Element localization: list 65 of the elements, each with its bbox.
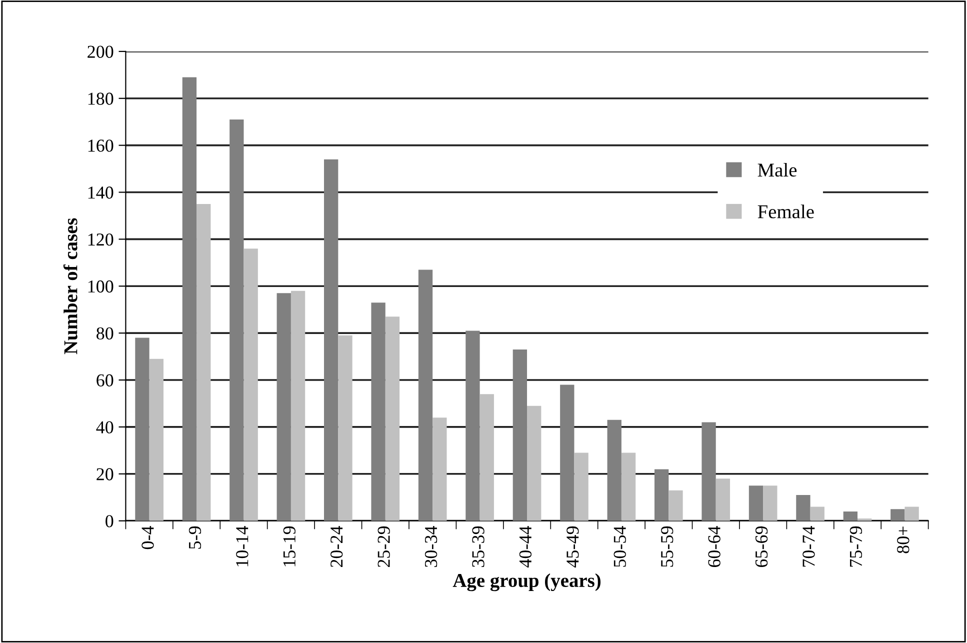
bar <box>480 394 494 521</box>
x-tick-label: 0-4 <box>142 526 154 550</box>
bar <box>418 270 433 521</box>
bar <box>324 159 338 521</box>
x-tick-label: 55-59 <box>661 526 674 567</box>
x-tick-label: 40-44 <box>519 526 532 568</box>
y-tick-label: 80 <box>96 327 114 340</box>
bar <box>527 406 542 521</box>
y-tick-label: 160 <box>88 140 114 152</box>
y-tick-label: 60 <box>96 374 114 386</box>
x-tick-label: 60-64 <box>708 526 720 568</box>
bar <box>385 316 400 521</box>
bar <box>843 511 858 521</box>
bar <box>702 422 716 521</box>
bar <box>276 293 291 521</box>
x-tick-label: 30-34 <box>424 526 438 567</box>
y-tick-label: 20 <box>96 468 114 480</box>
bar <box>904 506 919 521</box>
bar <box>466 330 480 521</box>
y-tick-label: 40 <box>96 421 114 434</box>
bar <box>763 486 778 521</box>
x-tick-label: 35-39 <box>472 526 484 567</box>
bar <box>716 478 730 521</box>
bar <box>290 290 306 521</box>
bar <box>574 452 588 521</box>
bar <box>432 418 447 521</box>
bar <box>621 452 636 521</box>
x-tick-label: 25-29 <box>378 526 390 568</box>
y-tick-label: 180 <box>88 92 114 105</box>
bar <box>244 248 258 521</box>
y-axis-title: Number of cases <box>63 218 78 354</box>
bar <box>607 420 622 521</box>
bar <box>338 335 352 521</box>
x-tick-label: 15-19 <box>283 526 296 566</box>
x-tick-label: 45-49 <box>566 526 579 568</box>
bar <box>796 495 810 521</box>
x-tick-label: 80+ <box>897 526 910 554</box>
bar <box>149 358 164 521</box>
x-tick-label: 75-79 <box>850 526 862 567</box>
x-axis-title: Age group (years) <box>452 573 601 592</box>
x-tick-label: 70-74 <box>802 526 815 567</box>
y-tick-label: 120 <box>88 233 114 246</box>
x-tick-label: 65-69 <box>755 526 768 568</box>
bar <box>196 204 211 521</box>
y-tick-label: 200 <box>88 46 114 58</box>
legend-label: Female <box>758 204 814 218</box>
bar <box>654 469 669 521</box>
bar <box>748 486 764 521</box>
x-tick-label: 50-54 <box>614 526 626 567</box>
bar <box>182 77 197 521</box>
bar <box>135 338 150 521</box>
bar <box>512 350 528 521</box>
bar <box>560 384 574 521</box>
bar <box>230 120 244 521</box>
y-tick-label: 140 <box>88 186 114 199</box>
bar <box>668 490 683 521</box>
x-tick-label: 20-24 <box>330 526 343 568</box>
x-tick-label: 10-14 <box>236 526 248 566</box>
bar <box>810 506 824 521</box>
bar <box>371 302 386 521</box>
y-tick-label: 100 <box>88 280 114 293</box>
x-tick-label: 5-9 <box>188 526 202 549</box>
y-tick-label: 0 <box>106 515 114 528</box>
legend-label: Male <box>758 162 797 177</box>
bar <box>890 509 905 521</box>
